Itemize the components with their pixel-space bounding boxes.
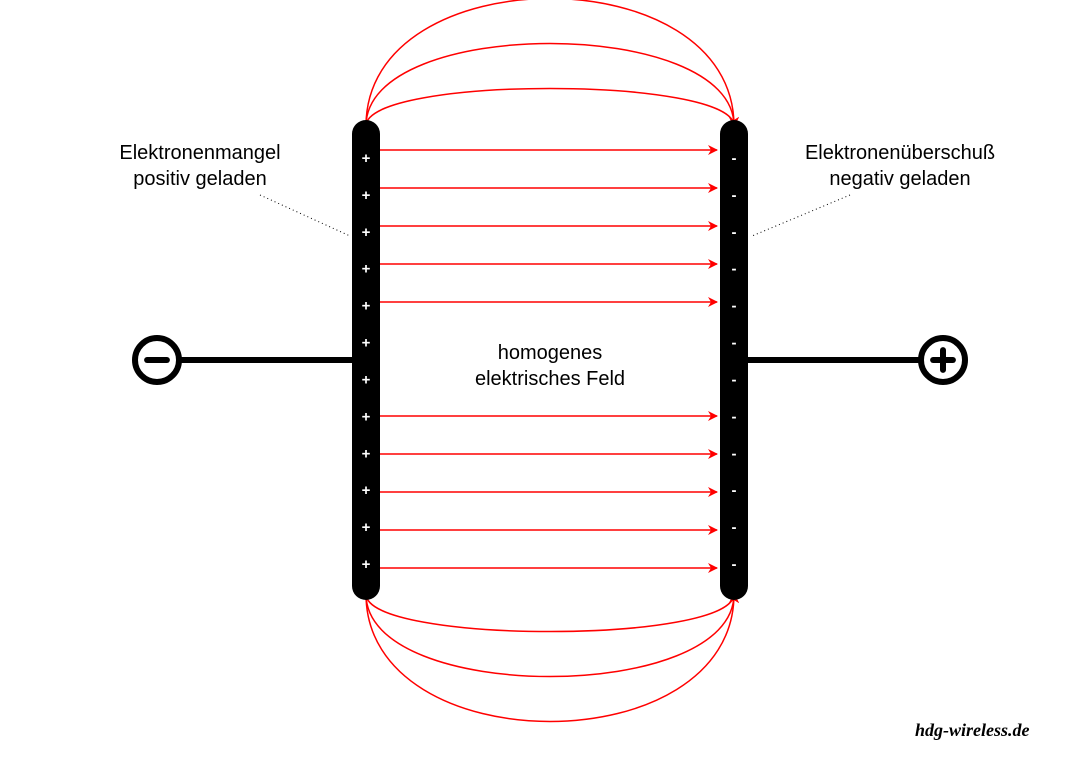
svg-text:-: - bbox=[732, 482, 737, 499]
left-plate-label: Elektronenmangel positiv geladen bbox=[90, 140, 310, 192]
svg-text:+: + bbox=[362, 335, 371, 352]
right-plate-label-line2: negativ geladen bbox=[829, 168, 970, 190]
svg-text:-: - bbox=[732, 408, 737, 425]
svg-text:-: - bbox=[732, 519, 737, 536]
svg-text:+: + bbox=[362, 298, 371, 315]
left-plate-label-line2: positiv geladen bbox=[133, 168, 266, 190]
svg-text:-: - bbox=[732, 371, 737, 388]
svg-text:-: - bbox=[732, 187, 737, 204]
watermark: hdg-wireless.de bbox=[915, 720, 1030, 741]
svg-text:+: + bbox=[362, 261, 371, 278]
svg-text:+: + bbox=[362, 371, 371, 388]
center-field-label-line2: elektrisches Feld bbox=[475, 368, 625, 390]
right-plate-label-line1: Elektronenüberschuß bbox=[805, 142, 995, 164]
svg-text:-: - bbox=[732, 298, 737, 315]
svg-text:+: + bbox=[362, 556, 371, 573]
svg-text:+: + bbox=[362, 445, 371, 462]
svg-text:-: - bbox=[732, 150, 737, 167]
svg-text:+: + bbox=[362, 482, 371, 499]
svg-text:-: - bbox=[732, 445, 737, 462]
svg-text:+: + bbox=[362, 150, 371, 167]
svg-text:+: + bbox=[362, 408, 371, 425]
center-field-label: homogenes elektrisches Feld bbox=[440, 340, 660, 392]
center-field-label-line1: homogenes bbox=[498, 342, 603, 364]
left-plate-label-line1: Elektronenmangel bbox=[119, 142, 280, 164]
svg-text:-: - bbox=[732, 335, 737, 352]
svg-text:+: + bbox=[362, 224, 371, 241]
right-plate-label: Elektronenüberschuß negativ geladen bbox=[770, 140, 1030, 192]
svg-text:-: - bbox=[732, 556, 737, 573]
svg-text:-: - bbox=[732, 261, 737, 278]
svg-text:+: + bbox=[362, 519, 371, 536]
svg-text:-: - bbox=[732, 224, 737, 241]
leader-lines bbox=[260, 195, 850, 236]
svg-text:+: + bbox=[362, 187, 371, 204]
